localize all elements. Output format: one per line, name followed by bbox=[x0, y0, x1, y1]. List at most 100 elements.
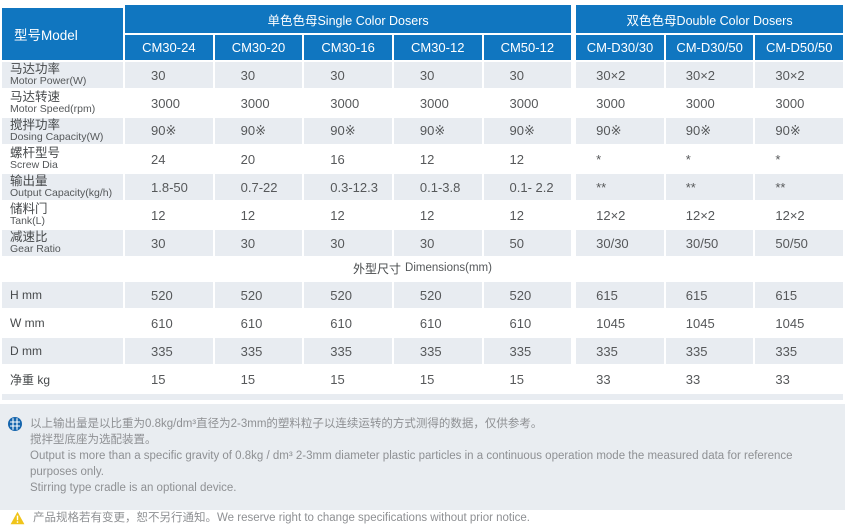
spec-value: 33 bbox=[685, 371, 701, 387]
spec-row: 减速比 Gear Ratio 30 30 30 30 50 30/30 30/50 50/50 bbox=[2, 230, 843, 256]
spec-value: 3000 bbox=[509, 95, 539, 111]
spec-row: 输出量 Output Capacity(kg/h) 1.8-50 0.7-22 0.3-… bbox=[2, 174, 843, 200]
spec-value: 1045 bbox=[775, 315, 805, 331]
spec-value: 12 bbox=[330, 207, 345, 223]
spec-value: 30 bbox=[483, 62, 572, 88]
dimension-row: 净重 kg 15 15 15 15 15 33 33 33 bbox=[2, 366, 843, 392]
note-line: 以上输出量是以比重为0.8kg/dm³直径为2-3mm的塑料粒子以连续运转的方式… bbox=[30, 418, 543, 430]
spec-value: 520 bbox=[125, 282, 213, 308]
section-gap bbox=[573, 146, 574, 172]
spec-value: 335 bbox=[125, 338, 213, 364]
spec-value: 12 bbox=[509, 151, 524, 167]
section-gap bbox=[573, 62, 574, 88]
row-label: 减速比 Gear Ratio bbox=[2, 230, 123, 256]
dimension-row: W mm 610 610 610 610 610 1045 1045 1045 bbox=[2, 310, 843, 336]
spec-value: 90※ bbox=[576, 118, 664, 144]
spec-value: 12×2 bbox=[775, 207, 805, 223]
spec-value: 520 bbox=[214, 282, 303, 308]
spec-value: 90※ bbox=[304, 118, 392, 144]
row-label-en: Output Capacity(kg/h) bbox=[10, 187, 113, 200]
spec-value: 615 bbox=[576, 282, 664, 308]
spec-row: 搅拌功率 Dosing Capacity(W) 90※ 90※ 90※ 90※ 90※ 90※… bbox=[2, 118, 843, 144]
spec-value: 520 bbox=[393, 282, 482, 308]
spec-value: 30×2 bbox=[576, 62, 664, 88]
note-line: 搅拌型底座为选配装置。 bbox=[30, 434, 157, 446]
spec-value: 90※ bbox=[125, 118, 213, 144]
spec-value: 520 bbox=[483, 282, 572, 308]
spec-value: 1045 bbox=[685, 315, 715, 331]
spec-value: 1.8-50 bbox=[125, 174, 213, 200]
section-gap bbox=[573, 202, 574, 228]
spec-value: 3000 bbox=[775, 95, 805, 111]
spec-value: ** bbox=[576, 174, 664, 200]
spec-value: 610 bbox=[509, 315, 532, 331]
spec-value: 30/50 bbox=[665, 230, 754, 256]
model-header-cell: 型号Model bbox=[2, 8, 123, 60]
spec-value: 24 bbox=[151, 151, 166, 167]
group-header-single: 单色色母Single Color Dosers bbox=[125, 5, 572, 33]
dimension-row: H mm 520 520 520 520 520 615 615 615 bbox=[2, 282, 843, 308]
spec-value: 15 bbox=[240, 371, 256, 387]
dimension-row-label: 净重 kg bbox=[10, 372, 51, 387]
row-label-zh: 螺杆型号 bbox=[10, 146, 61, 161]
spec-value: 20 bbox=[240, 151, 256, 167]
row-label: 输出量 Output Capacity(kg/h) bbox=[2, 174, 123, 200]
row-label: 螺杆型号 Screw Dia bbox=[2, 146, 123, 172]
row-label-en: Motor Power(W) bbox=[10, 75, 87, 88]
row-label-zh: 搅拌功率 bbox=[10, 118, 61, 133]
dimension-row-label: D mm bbox=[2, 338, 123, 364]
spec-value: 0.1- 2.2 bbox=[483, 174, 572, 200]
spec-row: 储料门 Tank(L) 12 12 12 12 12 12×2 12×2 12×2 bbox=[2, 202, 843, 228]
note-lines: 以上输出量是以比重为0.8kg/dm³直径为2-3mm的塑料粒子以连续运转的方式… bbox=[30, 416, 835, 496]
spec-value: 3000 bbox=[419, 95, 449, 111]
section-gap bbox=[573, 310, 574, 336]
spec-value: 15 bbox=[419, 371, 435, 387]
section-gap bbox=[573, 230, 574, 256]
model-column-header: CM-D30/30 bbox=[576, 35, 664, 60]
spec-value: 12 bbox=[151, 207, 166, 223]
warning-block: 产品规格若有变更，恕不另行通知。We reserve right to chan… bbox=[8, 510, 835, 526]
row-label-en: Dosing Capacity(W) bbox=[10, 131, 104, 144]
spec-value: 30×2 bbox=[755, 62, 843, 88]
model-column-header: CM30-20 bbox=[214, 35, 303, 60]
spec-value: ** bbox=[665, 174, 754, 200]
doser-spec-table: 型号Model 单色色母Single Color Dosers 双色色母Doub… bbox=[2, 5, 843, 400]
note-line: Stirring type cradle is an optional devi… bbox=[30, 482, 237, 494]
spec-value: 12 bbox=[240, 207, 256, 223]
spec-value: 33 bbox=[775, 371, 790, 387]
spec-value: 30 bbox=[393, 62, 482, 88]
model-column-header: CM-D30/50 bbox=[665, 35, 754, 60]
spec-row: 马达功率 Motor Power(W) 30 30 30 30 30 30×2 30×2 30×2 bbox=[2, 62, 843, 88]
spec-value: 30 bbox=[214, 230, 303, 256]
row-label: 马达功率 Motor Power(W) bbox=[2, 62, 123, 88]
spec-value: 12 bbox=[509, 207, 524, 223]
spec-value: 335 bbox=[755, 338, 843, 364]
spec-value: 90※ bbox=[214, 118, 303, 144]
spec-value: 50/50 bbox=[755, 230, 843, 256]
dimensions-header-en: Dimensions(mm) bbox=[405, 262, 492, 274]
spec-value: 15 bbox=[509, 371, 524, 387]
section-gap bbox=[573, 118, 574, 144]
spec-value: 30 bbox=[393, 230, 482, 256]
note-circle-icon bbox=[8, 417, 22, 431]
model-column-header: CM30-12 bbox=[393, 35, 482, 60]
spec-value: 615 bbox=[665, 282, 754, 308]
row-label-en: Gear Ratio bbox=[10, 243, 61, 256]
spec-value: 12×2 bbox=[685, 207, 716, 223]
spec-value: 30 bbox=[304, 230, 392, 256]
spec-value: 520 bbox=[304, 282, 392, 308]
footnotes-panel: 以上输出量是以比重为0.8kg/dm³直径为2-3mm的塑料粒子以连续运转的方式… bbox=[0, 404, 845, 525]
spec-rows: 马达功率 Motor Power(W) 30 30 30 30 30 30×2 30×2 30×2… bbox=[2, 62, 843, 256]
spec-value: 3000 bbox=[330, 95, 360, 111]
row-label-en: Screw Dia bbox=[10, 159, 58, 172]
spec-value: 15 bbox=[151, 371, 166, 387]
row-label: 搅拌功率 Dosing Capacity(W) bbox=[2, 118, 123, 144]
row-label-zh: 马达转速 bbox=[10, 90, 61, 105]
dimensions-header-zh: 外型尺寸 bbox=[353, 261, 402, 276]
model-column-header: CM30-16 bbox=[304, 35, 392, 60]
spec-value: 335 bbox=[576, 338, 664, 364]
spec-value: 335 bbox=[665, 338, 754, 364]
spec-value: * bbox=[685, 151, 691, 167]
warning-line: 产品规格若有变更，恕不另行通知。We reserve right to chan… bbox=[33, 512, 530, 524]
spec-value: 30 bbox=[214, 62, 303, 88]
